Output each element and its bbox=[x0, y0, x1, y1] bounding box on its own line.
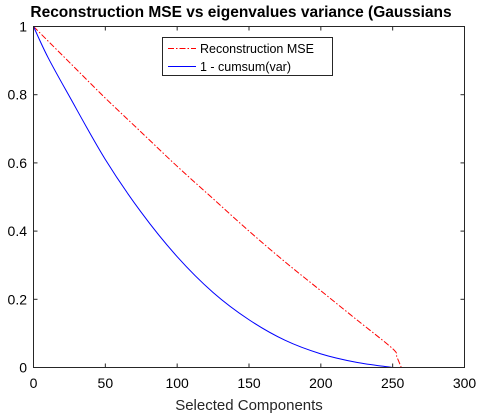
plot-area bbox=[33, 26, 402, 368]
legend: Reconstruction MSE 1 - cumsum(var) bbox=[162, 37, 333, 76]
legend-box bbox=[162, 37, 333, 76]
chart-title: Reconstruction MSE vs eigenvalues varian… bbox=[30, 4, 451, 21]
legend-label-cumsum: 1 - cumsum(var) bbox=[200, 60, 291, 74]
series-line-0 bbox=[33, 26, 402, 368]
y-tick-label: 1 bbox=[19, 19, 27, 35]
x-tick-label: 50 bbox=[98, 375, 114, 391]
y-tick-label: 0.2 bbox=[8, 291, 28, 307]
x-axis-label: Selected Components bbox=[175, 397, 323, 414]
axes-box bbox=[33, 26, 465, 368]
legend-label-mse: Reconstruction MSE bbox=[200, 42, 314, 56]
axis-ticks: 0 50 100 150 200 250 300 0 0.2 0.4 0.6 0.8 1 bbox=[8, 19, 477, 392]
y-tick-label: 0.8 bbox=[8, 87, 28, 103]
x-tick-label: 300 bbox=[453, 375, 477, 391]
x-tick-label: 0 bbox=[30, 375, 38, 391]
y-tick-label: 0 bbox=[19, 360, 27, 376]
x-tick-label: 200 bbox=[309, 375, 333, 391]
series-line-1 bbox=[33, 26, 393, 368]
x-tick-label: 100 bbox=[165, 375, 189, 391]
y-tick-label: 0.6 bbox=[8, 155, 28, 171]
x-tick-label: 250 bbox=[381, 375, 405, 391]
x-tick-label: 150 bbox=[237, 375, 261, 391]
y-tick-label: 0.4 bbox=[8, 223, 28, 239]
